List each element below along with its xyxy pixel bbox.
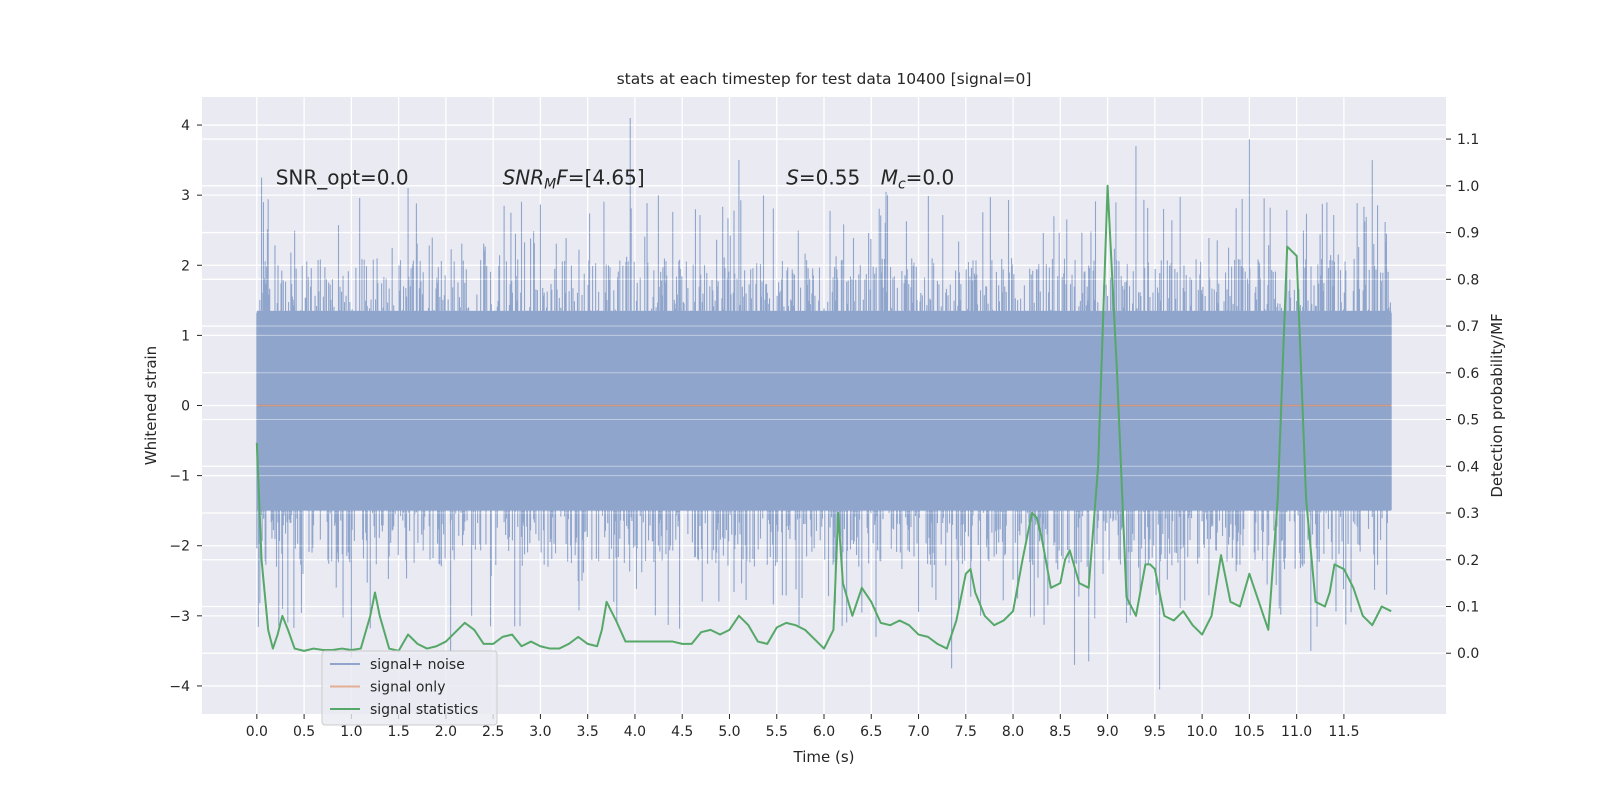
y2-tick-label: 0.6 [1457,366,1479,382]
annotation-value: F=[4.65] [556,166,644,190]
x-tick-label: 7.5 [955,724,977,740]
y-axis-label: Whitened strain [142,346,160,465]
x-axis-ticks: 0.0 0.5 1.0 1.5 2.0 2.5 3.0 3.5 4.0 4.5 5.0 5.5 6.0 6… [246,714,1359,740]
x-tick-label: 3.5 [577,724,599,740]
x-tick-label: 6.5 [860,724,882,740]
x-tick-label: 3.0 [529,724,551,740]
y-tick-label: 0 [181,399,190,415]
x-tick-label: 6.0 [813,724,835,740]
legend-label-signal-only: signal only [370,680,445,696]
legend-box [321,650,498,726]
y2-tick-label: 0.4 [1457,459,1479,475]
x-tick-label: 11.5 [1328,724,1359,740]
y2-tick-label: 1.0 [1457,179,1479,195]
x-tick-label: 7.0 [907,724,929,740]
x-tick-label: 8.5 [1049,724,1071,740]
y-axis-ticks: −4 −3 −2 −1 0 1 2 3 4 [169,118,202,695]
y-tick-label: 3 [181,188,190,204]
annotation-symbol: SNR_opt=0.0 [276,166,409,190]
x-tick-label: 8.0 [1002,724,1024,740]
y-tick-label: 4 [181,118,190,134]
y2-tick-label: 0.3 [1457,506,1479,522]
x-tick-label: 0.5 [293,724,315,740]
y2-tick-label: 1.1 [1457,132,1479,148]
x-tick-label: 5.5 [766,724,788,740]
legend-label-signal-statistics: signal statistics [370,702,478,718]
y2-tick-label: 0.2 [1457,553,1479,569]
annotation-3: Mc=0.0 [881,166,955,193]
x-tick-label: 11.0 [1281,724,1312,740]
x-tick-label: 4.0 [624,724,646,740]
annotation-subscript: M [544,177,556,193]
annotation-value: =0.55 [799,166,860,190]
x-tick-label: 2.5 [482,724,504,740]
y2-tick-label: 0.9 [1457,226,1479,242]
annotation-symbol: S [786,166,799,190]
y2-axis-label: Detection probability/MF [1488,313,1506,497]
x-tick-label: 0.0 [246,724,268,740]
noise-trace [256,118,1392,690]
x-tick-label: 5.0 [718,724,740,740]
y-tick-label: 1 [181,328,190,344]
legend: signal+ noise signal only signal statist… [321,650,498,726]
x-tick-label: 10.5 [1234,724,1265,740]
x-tick-label: 9.5 [1144,724,1166,740]
annotation-symbol: M [881,166,898,190]
legend-label-signal-noise: signal+ noise [370,657,465,673]
x-tick-label: 1.5 [387,724,409,740]
y2-axis-ticks: 0.0 0.1 0.2 0.3 0.4 0.5 0.6 0.7 0.8 0.9 1.0 1.1 [1446,132,1479,662]
annotation-value: =0.0 [906,166,955,190]
annotation-symbol: SNR [503,166,545,190]
y-tick-label: −1 [169,469,190,485]
annotation-0: SNR_opt=0.0 [276,166,409,190]
y-tick-label: −3 [169,609,190,625]
x-tick-label: 4.5 [671,724,693,740]
y-tick-label: −2 [169,539,190,555]
annotation-subscript: c [898,177,906,193]
y2-tick-label: 0.0 [1457,646,1479,662]
series-signal-noise [202,118,1446,690]
y2-tick-label: 0.7 [1457,319,1479,335]
series-signal-statistics [255,184,1392,652]
annotation-2: S=0.55 [786,166,860,190]
x-tick-label: 2.0 [435,724,457,740]
x-tick-label: 10.0 [1187,724,1218,740]
y2-tick-label: 0.1 [1457,599,1479,615]
y-tick-label: −4 [169,679,190,695]
signal-statistics-line [255,184,1392,652]
annotation-value: =[4.65] [568,166,645,190]
x-tick-label: 1.0 [340,724,362,740]
y2-tick-label: 0.8 [1457,272,1479,288]
y2-tick-label: 0.5 [1457,413,1479,429]
x-tick-label: 9.0 [1096,724,1118,740]
annotations: SNR_opt=0.0 SNRMF=[4.65] S=0.55 Mc=0.0 [276,166,955,193]
y-tick-label: 2 [181,258,190,274]
annotation-symbol: F [556,166,568,190]
chart-title: stats at each timestep for test data 104… [617,70,1032,88]
annotation-1: SNRMF=[4.65] [503,166,645,193]
x-axis-label: Time (s) [793,748,855,766]
